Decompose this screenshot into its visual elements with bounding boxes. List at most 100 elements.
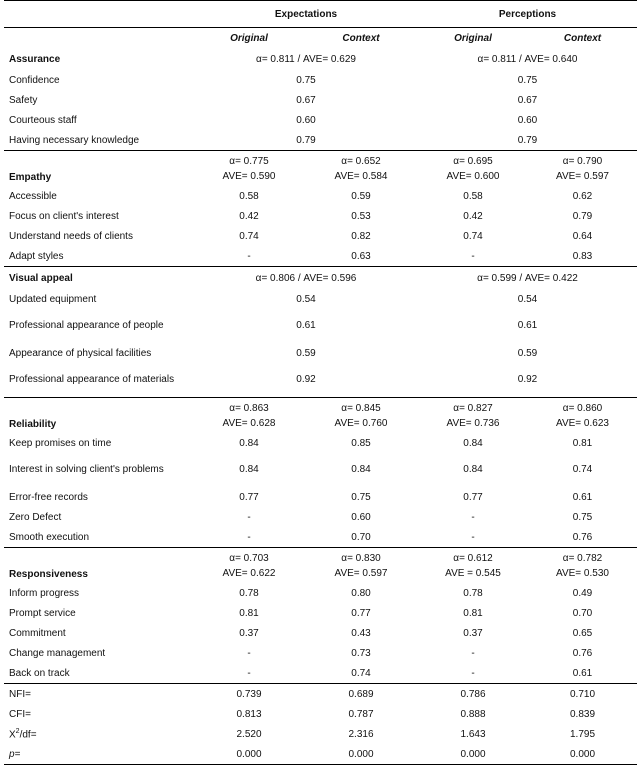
value-cell: 0.80 [351,587,371,599]
fit-row-chi-square: X2/df= 2.520 2.316 1.643 1.795 [4,724,637,744]
table-row: Safety 0.67 0.67 [4,90,637,110]
item-label: Focus on client's interest [9,210,119,222]
loading-perceptions: 0.79 [418,130,637,151]
value-cell: 0.76 [572,647,593,659]
header-row: Expectations Perceptions [4,0,637,28]
loading-perceptions: 0.67 [517,94,538,106]
table-row: Interest in solving client's problems 0.… [4,453,637,487]
ave-value: AVE= 0.622 [222,567,276,579]
loading-expectations: 0.92 [194,363,418,398]
value-cell: 0.59 [351,190,371,202]
section-title: Assurance [9,53,61,65]
section-stats-expectations: α= 0.811 / AVE= 0.629 [256,53,356,65]
section-stats-cell: α= 0.790 AVE= 0.597 [528,151,637,187]
section-title: Reliability [9,419,57,430]
value-cell: 0.78 [239,587,259,599]
ave-value: AVE= 0.760 [334,417,388,429]
loading-perceptions: 0.61 [517,320,538,331]
item-label: Error-free records [9,491,88,503]
section-stats-cell: α= 0.612 AVE = 0.545 [418,548,528,584]
fit-indices-table: Expectations Perceptions Original Contex… [4,0,637,765]
ave-value: AVE= 0.597 [334,567,388,579]
value-cell: 0.75 [572,511,593,523]
table-row: Confidence 0.75 0.75 [4,70,637,90]
value-cell: 0.61 [572,491,593,503]
value-cell: 0.84 [351,464,371,475]
value-cell: 0.78 [463,587,483,599]
fit-label: p= [4,744,194,765]
ave-value: AVE= 0.590 [222,170,276,182]
value-cell: 0.61 [528,663,637,684]
subheader-context: Context [563,32,602,44]
subheader-context: Context [342,32,380,44]
value-cell: 0.710 [569,688,596,700]
table-row: Understand needs of clients 0.74 0.82 0.… [4,226,637,246]
item-label: Keep promises on time [9,437,112,449]
table-row: Professional appearance of materials 0.9… [4,363,637,398]
alpha-value: α= 0.863 [229,402,269,414]
value-cell: - [471,511,475,523]
item-label: Inform progress [9,587,80,599]
value-cell: 0.74 [239,230,259,242]
value-cell: 0.79 [572,210,593,222]
section-stats-cell: α= 0.775 AVE= 0.590 [194,151,304,187]
item-label: Confidence [9,74,60,86]
value-cell: 0.53 [351,210,371,222]
fit-label: X2/df= [4,724,194,744]
section-stats-cell: α= 0.860 AVE= 0.623 [528,398,637,434]
section-stats-cell: α= 0.652 AVE= 0.584 [304,151,418,187]
section-header-assurance: Assurance α= 0.811 / AVE= 0.629 α= 0.811… [4,48,637,70]
item-label: Appearance of physical facilities [9,347,152,359]
value-cell: 0.70 [572,607,593,619]
subheader-original: Original [454,32,492,44]
section-stats-cell: α= 0.695 AVE= 0.600 [418,151,528,187]
alpha-value: α= 0.782 [562,552,603,564]
item-label: Prompt service [9,607,76,619]
ave-value: AVE= 0.530 [556,567,609,579]
value-cell: 0.73 [351,647,371,659]
value-cell: 2.520 [236,728,262,740]
value-cell: 0.739 [236,688,262,700]
ave-value: AVE= 0.623 [556,417,609,429]
value-cell: 0.37 [239,627,259,639]
value-cell: 0.839 [569,708,596,720]
section-stats-expectations: α= 0.806 / AVE= 0.596 [255,272,357,284]
item-label: Interest in solving client's problems [9,464,164,475]
value-cell: 0.70 [304,527,418,548]
value-cell: 2.316 [348,728,374,740]
table-row: Appearance of physical facilities 0.59 0… [4,343,637,363]
section-stats-perceptions: α= 0.599 / AVE= 0.422 [477,272,578,284]
item-label: Smooth execution [4,527,194,548]
table-row: Professional appearance of people 0.61 0… [4,309,637,343]
value-cell: - [418,663,528,684]
value-cell: 0.81 [463,607,483,619]
loading-expectations: 0.59 [296,347,316,359]
item-label: Commitment [9,627,66,639]
table-row: Accessible 0.58 0.59 0.58 0.62 [4,186,637,206]
loading-expectations: 0.79 [194,130,418,151]
value-cell: 0.75 [351,491,371,503]
value-cell: 0.77 [351,607,371,619]
ave-value: AVE= 0.584 [334,170,388,182]
value-cell: 1.795 [569,728,596,740]
section-stats-cell: α= 0.845 AVE= 0.760 [304,398,418,434]
value-cell: 0.76 [528,527,637,548]
section-title: Visual appeal [9,272,73,284]
header-perceptions: Perceptions [418,0,637,28]
alpha-value: α= 0.827 [453,402,493,414]
item-label: Having necessary knowledge [4,130,194,151]
value-cell: - [194,527,304,548]
value-cell: - [194,663,304,684]
value-cell: 0.786 [460,688,486,700]
value-cell: 0.74 [304,663,418,684]
loading-perceptions: 0.60 [517,114,538,126]
item-label: Professional appearance of materials [4,363,194,398]
loading-expectations: 0.54 [296,293,316,305]
ave-value: AVE= 0.600 [446,170,500,182]
loading-expectations: 0.61 [296,320,316,331]
table-row: Error-free records 0.77 0.75 0.77 0.61 [4,487,637,507]
value-cell: 0.81 [572,437,593,449]
value-cell: 0.85 [351,437,371,449]
table-row: Adapt styles - 0.63 - 0.83 [4,246,637,267]
loading-perceptions: 0.75 [517,74,538,86]
